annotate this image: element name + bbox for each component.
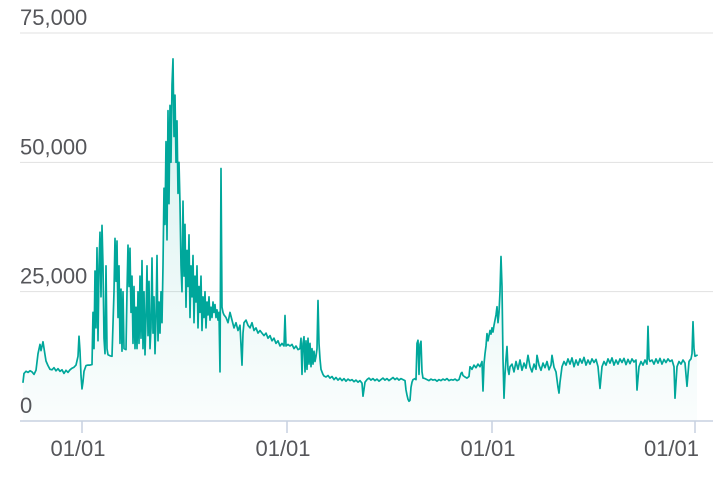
series-area <box>23 58 697 422</box>
x-axis-label: 01/01 <box>255 436 310 461</box>
x-axis-label: 01/01 <box>644 436 699 461</box>
y-axis-label: 0 <box>20 393 32 418</box>
y-axis-label: 75,000 <box>20 5 87 30</box>
y-axis-label: 25,000 <box>20 264 87 289</box>
x-axis-label: 01/01 <box>460 436 515 461</box>
y-axis-label: 50,000 <box>20 134 87 159</box>
series-line <box>22 58 698 403</box>
x-axis-label: 01/01 <box>50 436 105 461</box>
